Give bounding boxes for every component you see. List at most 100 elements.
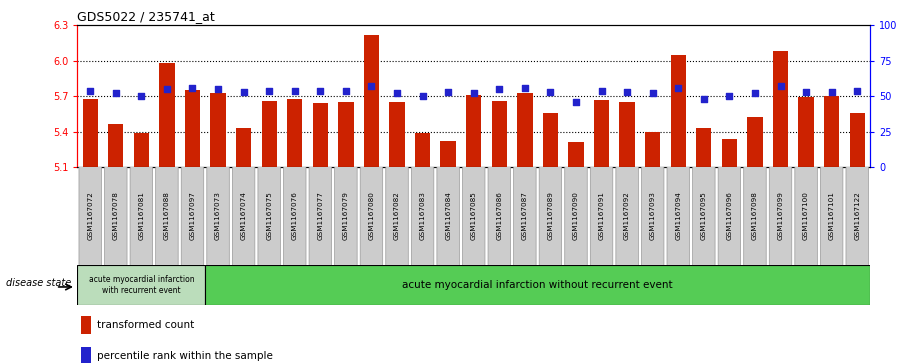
Text: GSM1167100: GSM1167100 [804, 192, 809, 240]
Text: GSM1167076: GSM1167076 [292, 192, 298, 240]
Text: GSM1167080: GSM1167080 [368, 192, 374, 240]
FancyBboxPatch shape [79, 164, 101, 269]
Bar [568, 142, 584, 167]
Text: GSM1167086: GSM1167086 [496, 192, 502, 240]
Bar [108, 124, 124, 167]
FancyBboxPatch shape [334, 164, 357, 269]
Text: GSM1167078: GSM1167078 [113, 192, 118, 240]
Bar [389, 102, 404, 167]
Bar [363, 35, 379, 167]
FancyBboxPatch shape [667, 164, 690, 269]
FancyBboxPatch shape [616, 164, 639, 269]
Bar [619, 102, 635, 167]
FancyBboxPatch shape [207, 164, 230, 269]
Point [364, 83, 379, 89]
FancyBboxPatch shape [105, 164, 127, 269]
FancyBboxPatch shape [846, 164, 868, 269]
Text: GSM1167097: GSM1167097 [189, 192, 196, 240]
FancyBboxPatch shape [283, 164, 306, 269]
Bar [670, 55, 686, 167]
FancyBboxPatch shape [77, 265, 205, 305]
Point [850, 87, 865, 93]
Bar [81, 316, 91, 334]
FancyBboxPatch shape [539, 164, 562, 269]
Text: GSM1167096: GSM1167096 [726, 192, 732, 240]
FancyBboxPatch shape [794, 164, 817, 269]
Point [185, 85, 200, 91]
Text: GSM1167092: GSM1167092 [624, 192, 630, 240]
Point [108, 90, 123, 96]
Bar [185, 90, 200, 167]
Point [83, 87, 97, 93]
Text: GSM1167087: GSM1167087 [522, 192, 527, 240]
Bar [159, 62, 175, 167]
Text: GSM1167122: GSM1167122 [855, 192, 860, 240]
Point [645, 90, 660, 96]
Point [339, 87, 353, 93]
Text: percentile rank within the sample: percentile rank within the sample [97, 351, 273, 361]
Text: GSM1167099: GSM1167099 [777, 192, 783, 240]
Bar [236, 128, 251, 167]
Bar [261, 101, 277, 167]
FancyBboxPatch shape [130, 164, 153, 269]
Bar [441, 141, 456, 167]
FancyBboxPatch shape [232, 164, 255, 269]
Bar [722, 139, 737, 167]
Text: GSM1167077: GSM1167077 [317, 192, 323, 240]
Point [466, 90, 481, 96]
Text: GSM1167083: GSM1167083 [420, 192, 425, 240]
FancyBboxPatch shape [258, 164, 281, 269]
FancyBboxPatch shape [412, 164, 434, 269]
Bar [696, 128, 711, 167]
Point [722, 93, 737, 99]
Text: GSM1167074: GSM1167074 [241, 192, 247, 240]
Bar [210, 93, 226, 167]
Point [492, 86, 507, 92]
Text: GSM1167088: GSM1167088 [164, 192, 170, 240]
FancyBboxPatch shape [205, 265, 870, 305]
Point [415, 93, 430, 99]
FancyBboxPatch shape [565, 164, 588, 269]
FancyBboxPatch shape [692, 164, 715, 269]
Text: GSM1167101: GSM1167101 [829, 192, 834, 240]
Point [773, 83, 788, 89]
FancyBboxPatch shape [590, 164, 613, 269]
FancyBboxPatch shape [769, 164, 792, 269]
FancyBboxPatch shape [360, 164, 383, 269]
Point [261, 87, 276, 93]
Text: GSM1167081: GSM1167081 [138, 192, 144, 240]
Text: GSM1167082: GSM1167082 [394, 192, 400, 240]
Point [313, 87, 328, 93]
Point [824, 89, 839, 95]
Point [568, 99, 583, 105]
Bar [747, 118, 763, 167]
Bar [338, 102, 353, 167]
FancyBboxPatch shape [437, 164, 459, 269]
Bar [824, 96, 839, 167]
Point [543, 89, 558, 95]
Text: GSM1167073: GSM1167073 [215, 192, 221, 240]
Point [799, 89, 814, 95]
Text: transformed count: transformed count [97, 320, 195, 330]
Point [134, 93, 148, 99]
Text: GDS5022 / 235741_at: GDS5022 / 235741_at [77, 10, 215, 23]
Bar [134, 133, 149, 167]
Text: GSM1167084: GSM1167084 [445, 192, 451, 240]
Text: disease state: disease state [6, 278, 71, 288]
Text: GSM1167095: GSM1167095 [701, 192, 707, 240]
Text: GSM1167079: GSM1167079 [343, 192, 349, 240]
FancyBboxPatch shape [156, 164, 179, 269]
Text: GSM1167075: GSM1167075 [266, 192, 272, 240]
Bar [645, 131, 660, 167]
FancyBboxPatch shape [641, 164, 664, 269]
Point [236, 89, 251, 95]
Text: acute myocardial infarction without recurrent event: acute myocardial infarction without recu… [403, 280, 673, 290]
Bar [773, 51, 788, 167]
Text: GSM1167085: GSM1167085 [471, 192, 476, 240]
Point [390, 90, 404, 96]
Bar [415, 133, 430, 167]
Text: acute myocardial infarction
with recurrent event: acute myocardial infarction with recurre… [88, 275, 194, 295]
FancyBboxPatch shape [743, 164, 766, 269]
FancyBboxPatch shape [309, 164, 332, 269]
FancyBboxPatch shape [181, 164, 204, 269]
